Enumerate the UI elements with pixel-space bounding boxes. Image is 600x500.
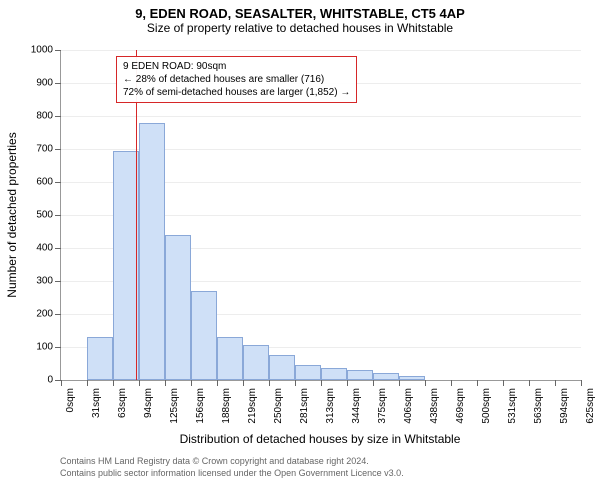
x-tick-label: 500sqm — [481, 388, 492, 424]
histogram-bar — [269, 355, 295, 380]
histogram-bar — [295, 365, 321, 380]
x-tick-label: 188sqm — [221, 388, 232, 424]
x-tick — [87, 380, 88, 386]
x-tick — [165, 380, 166, 386]
x-tick-label: 406sqm — [403, 388, 414, 424]
gridline — [61, 116, 581, 117]
x-tick-label: 0sqm — [65, 388, 76, 412]
y-tick-label: 1000 — [31, 45, 61, 56]
x-tick-label: 344sqm — [351, 388, 362, 424]
x-tick — [347, 380, 348, 386]
x-axis-label: Distribution of detached houses by size … — [60, 432, 580, 446]
x-tick — [243, 380, 244, 386]
x-tick — [217, 380, 218, 386]
y-tick-label: 300 — [36, 276, 61, 287]
histogram-bar — [87, 337, 113, 380]
x-tick-label: 63sqm — [117, 388, 128, 418]
chart-subtitle: Size of property relative to detached ho… — [0, 21, 600, 39]
x-tick-label: 219sqm — [247, 388, 258, 424]
x-tick — [555, 380, 556, 386]
y-tick-label: 400 — [36, 243, 61, 254]
x-tick — [139, 380, 140, 386]
info-box: 9 EDEN ROAD: 90sqm← 28% of detached hous… — [116, 56, 357, 103]
y-tick-label: 0 — [47, 375, 61, 386]
x-tick-label: 156sqm — [195, 388, 206, 424]
x-tick — [113, 380, 114, 386]
x-tick-label: 313sqm — [325, 388, 336, 424]
histogram-bar — [165, 235, 191, 380]
x-tick-label: 250sqm — [273, 388, 284, 424]
x-tick-label: 594sqm — [559, 388, 570, 424]
histogram-bar — [217, 337, 243, 380]
footer-line: Contains HM Land Registry data © Crown c… — [60, 456, 404, 468]
histogram-bar — [347, 370, 373, 380]
y-tick-label: 600 — [36, 177, 61, 188]
x-tick — [295, 380, 296, 386]
y-tick-label: 200 — [36, 309, 61, 320]
info-box-line: 9 EDEN ROAD: 90sqm — [123, 60, 350, 73]
x-tick-label: 438sqm — [429, 388, 440, 424]
y-axis-label: Number of detached properties — [5, 132, 19, 297]
x-tick — [451, 380, 452, 386]
histogram-bar — [373, 373, 399, 380]
y-tick-label: 500 — [36, 210, 61, 221]
x-tick — [425, 380, 426, 386]
info-box-line: 72% of semi-detached houses are larger (… — [123, 86, 350, 99]
footer-line: Contains public sector information licen… — [60, 468, 404, 480]
x-tick — [191, 380, 192, 386]
y-tick-label: 100 — [36, 342, 61, 353]
x-tick — [581, 380, 582, 386]
y-tick-label: 700 — [36, 144, 61, 155]
x-tick — [477, 380, 478, 386]
y-tick-label: 900 — [36, 78, 61, 89]
x-tick — [373, 380, 374, 386]
x-tick-label: 625sqm — [585, 388, 596, 424]
x-tick-label: 94sqm — [143, 388, 154, 418]
x-tick-label: 469sqm — [455, 388, 466, 424]
y-tick-label: 800 — [36, 111, 61, 122]
x-tick — [269, 380, 270, 386]
histogram-bar — [243, 345, 269, 380]
histogram-bar — [191, 291, 217, 380]
x-tick — [399, 380, 400, 386]
x-tick-label: 375sqm — [377, 388, 388, 424]
info-box-line: ← 28% of detached houses are smaller (71… — [123, 73, 350, 86]
x-tick — [321, 380, 322, 386]
x-tick-label: 281sqm — [299, 388, 310, 424]
histogram-bar — [399, 376, 425, 380]
plot-area: 010020030040050060070080090010000sqm31sq… — [60, 50, 581, 381]
histogram-bar — [321, 368, 347, 380]
x-tick-label: 125sqm — [169, 388, 180, 424]
histogram-bar — [139, 123, 165, 380]
x-tick — [61, 380, 62, 386]
x-tick-label: 531sqm — [507, 388, 518, 424]
footer-attribution: Contains HM Land Registry data © Crown c… — [60, 456, 404, 479]
x-tick — [503, 380, 504, 386]
x-tick-label: 31sqm — [91, 388, 102, 418]
chart-title: 9, EDEN ROAD, SEASALTER, WHITSTABLE, CT5… — [0, 0, 600, 21]
x-tick — [529, 380, 530, 386]
gridline — [61, 50, 581, 51]
x-tick-label: 563sqm — [533, 388, 544, 424]
